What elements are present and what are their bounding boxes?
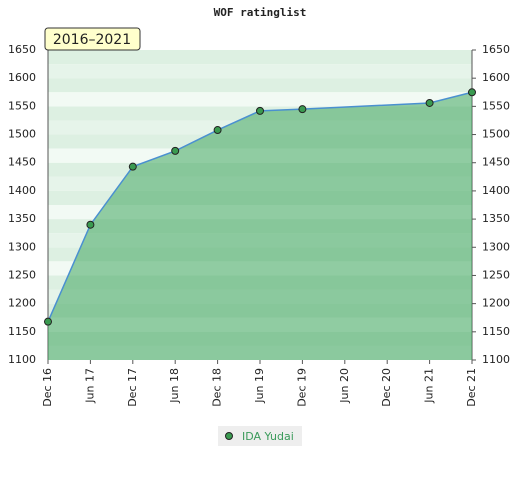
- point: [425, 98, 434, 107]
- point: [256, 106, 264, 115]
- y-tick-label: 1200: [8, 297, 36, 310]
- point: [44, 317, 52, 326]
- y-tick-label: 1400: [8, 184, 36, 197]
- band: [48, 50, 472, 65]
- y-tick-label: 1650: [8, 43, 36, 56]
- y-tick-label: 1600: [8, 71, 36, 84]
- y-tick-label-right: 1600: [482, 71, 510, 84]
- point: [171, 146, 180, 155]
- x-tick-label: Dec 18: [211, 368, 224, 407]
- x-tick-label: Jun 20: [338, 368, 351, 404]
- y-tick-label-right: 1100: [482, 353, 510, 366]
- legend-label: IDA Yudai: [242, 430, 294, 443]
- annotation-box: [44, 27, 141, 51]
- x-tick-label: Jun 17: [83, 368, 96, 404]
- y-tick-label-right: 1300: [482, 240, 510, 253]
- legend: [218, 426, 302, 446]
- y-tick-label: 1250: [8, 268, 36, 281]
- band: [48, 64, 472, 79]
- point: [468, 88, 476, 97]
- y-tick-label: 1300: [8, 240, 36, 253]
- x-tick-label: Dec 21: [465, 368, 478, 407]
- y-tick-label: 1350: [8, 212, 36, 225]
- x-tick-label: Dec 17: [126, 368, 139, 407]
- chart-title: WOF ratinglist: [214, 6, 307, 19]
- y-tick-label: 1100: [8, 353, 36, 366]
- x-tick-label: Jun 18: [168, 368, 181, 404]
- annotation: 2016–2021: [53, 32, 131, 48]
- y-tick-label-right: 1200: [482, 297, 510, 310]
- y-tick-label: 1450: [8, 156, 36, 169]
- band: [48, 92, 472, 107]
- y-tick-label-right: 1150: [482, 325, 510, 338]
- y-tick-label-right: 1500: [482, 128, 510, 141]
- point: [128, 162, 137, 171]
- x-tick-label: Dec 19: [295, 368, 308, 407]
- x-tick-label: Jun 21: [423, 368, 436, 404]
- y-tick-label: 1150: [8, 325, 36, 338]
- y-tick-label-right: 1550: [482, 99, 510, 112]
- x-tick-label: Dec 20: [380, 368, 393, 407]
- y-tick-label-right: 1650: [482, 43, 510, 56]
- band: [48, 78, 472, 93]
- y-tick-label-right: 1400: [482, 184, 510, 197]
- y-tick-label: 1550: [8, 99, 36, 112]
- x-tick-label: Jun 19: [253, 368, 266, 404]
- y-tick-label-right: 1350: [482, 212, 510, 225]
- x-tick-label: Dec 16: [41, 368, 54, 407]
- y-tick-label: 1500: [8, 128, 36, 141]
- y-tick-label-right: 1450: [482, 156, 510, 169]
- point: [298, 105, 307, 114]
- y-tick-label-right: 1250: [482, 268, 510, 281]
- point: [213, 126, 222, 135]
- legend-marker: [225, 432, 233, 440]
- point: [86, 220, 95, 229]
